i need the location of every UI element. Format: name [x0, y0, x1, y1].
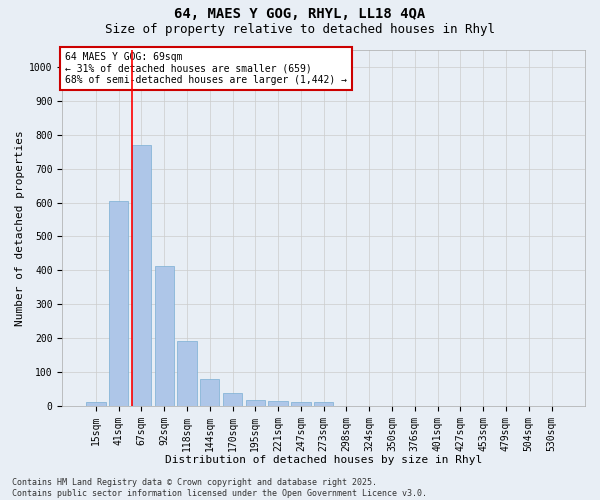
Bar — [314, 402, 334, 406]
Bar — [268, 401, 288, 406]
Text: 64, MAES Y GOG, RHYL, LL18 4QA: 64, MAES Y GOG, RHYL, LL18 4QA — [175, 8, 425, 22]
Bar — [109, 201, 128, 406]
Bar — [86, 402, 106, 406]
X-axis label: Distribution of detached houses by size in Rhyl: Distribution of detached houses by size … — [165, 455, 482, 465]
Text: 64 MAES Y GOG: 69sqm
← 31% of detached houses are smaller (659)
68% of semi-deta: 64 MAES Y GOG: 69sqm ← 31% of detached h… — [65, 52, 347, 85]
Bar — [177, 341, 197, 406]
Bar — [132, 145, 151, 406]
Bar — [291, 402, 311, 406]
Text: Contains HM Land Registry data © Crown copyright and database right 2025.
Contai: Contains HM Land Registry data © Crown c… — [12, 478, 427, 498]
Y-axis label: Number of detached properties: Number of detached properties — [15, 130, 25, 326]
Text: Size of property relative to detached houses in Rhyl: Size of property relative to detached ho… — [105, 22, 495, 36]
Bar — [155, 266, 174, 406]
Bar — [245, 400, 265, 406]
Bar — [200, 380, 220, 406]
Bar — [223, 394, 242, 406]
